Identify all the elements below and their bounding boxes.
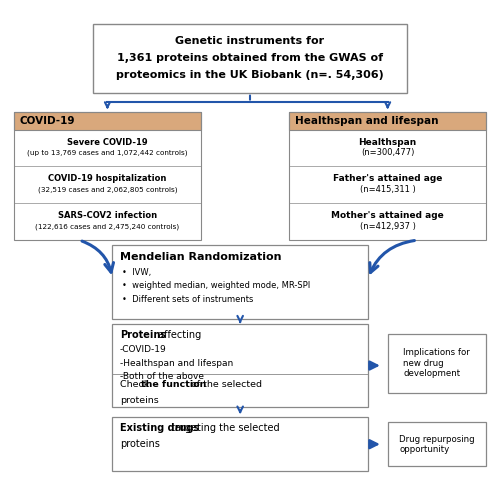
Text: Drug repurposing
opportunity: Drug repurposing opportunity <box>399 434 474 454</box>
Text: Severe COVID-19: Severe COVID-19 <box>67 138 148 146</box>
Text: (n=300,477): (n=300,477) <box>361 148 414 158</box>
Text: Existing drugs: Existing drugs <box>120 423 199 433</box>
Text: •  Different sets of instruments: • Different sets of instruments <box>122 295 254 304</box>
Text: (122,616 cases and 2,475,240 controls): (122,616 cases and 2,475,240 controls) <box>36 224 180 230</box>
FancyBboxPatch shape <box>14 112 201 130</box>
Text: (n=415,311 ): (n=415,311 ) <box>360 186 416 194</box>
Text: (n=412,937 ): (n=412,937 ) <box>360 222 416 231</box>
Text: COVID-19 hospitalization: COVID-19 hospitalization <box>48 174 166 184</box>
FancyBboxPatch shape <box>112 417 368 471</box>
Text: Genetic instruments for: Genetic instruments for <box>176 36 324 46</box>
Text: Father's attained age: Father's attained age <box>333 174 442 184</box>
Text: Healthspan and lifespan: Healthspan and lifespan <box>295 116 438 126</box>
Text: targeting the selected: targeting the selected <box>168 423 280 433</box>
FancyBboxPatch shape <box>112 324 368 407</box>
Text: •  IVW,: • IVW, <box>122 268 152 276</box>
Text: •  weighted median, weighted mode, MR-SPI: • weighted median, weighted mode, MR-SPI <box>122 282 310 290</box>
Text: 1,361 proteins obtained from the GWAS of: 1,361 proteins obtained from the GWAS of <box>117 53 383 63</box>
Text: COVID-19: COVID-19 <box>20 116 76 126</box>
FancyBboxPatch shape <box>388 422 486 467</box>
Text: Healthspan: Healthspan <box>358 138 417 146</box>
FancyBboxPatch shape <box>112 245 368 319</box>
Text: -COVID-19: -COVID-19 <box>120 345 166 354</box>
Text: (up to 13,769 cases and 1,072,442 controls): (up to 13,769 cases and 1,072,442 contro… <box>27 150 188 156</box>
Text: of the selected: of the selected <box>188 380 262 389</box>
Text: -Both of the above: -Both of the above <box>120 372 204 382</box>
Text: proteins: proteins <box>120 396 158 405</box>
Text: Mendelian Randomization: Mendelian Randomization <box>120 252 281 262</box>
FancyBboxPatch shape <box>388 334 486 392</box>
Text: proteins: proteins <box>120 438 160 448</box>
Text: (32,519 cases and 2,062,805 controls): (32,519 cases and 2,062,805 controls) <box>38 186 177 193</box>
Text: Check: Check <box>120 380 152 389</box>
Text: proteomics in the UK Biobank (n=. 54,306): proteomics in the UK Biobank (n=. 54,306… <box>116 70 384 81</box>
FancyBboxPatch shape <box>92 24 407 92</box>
Text: Proteins: Proteins <box>120 330 166 340</box>
Text: affecting: affecting <box>155 330 202 340</box>
Text: the function: the function <box>141 380 206 389</box>
Text: Mother's attained age: Mother's attained age <box>332 212 444 220</box>
Text: SARS-COV2 infection: SARS-COV2 infection <box>58 212 157 220</box>
Text: -Healthspan and lifespan: -Healthspan and lifespan <box>120 358 233 368</box>
FancyBboxPatch shape <box>290 112 486 130</box>
Text: Implications for
new drug
development: Implications for new drug development <box>404 348 470 378</box>
